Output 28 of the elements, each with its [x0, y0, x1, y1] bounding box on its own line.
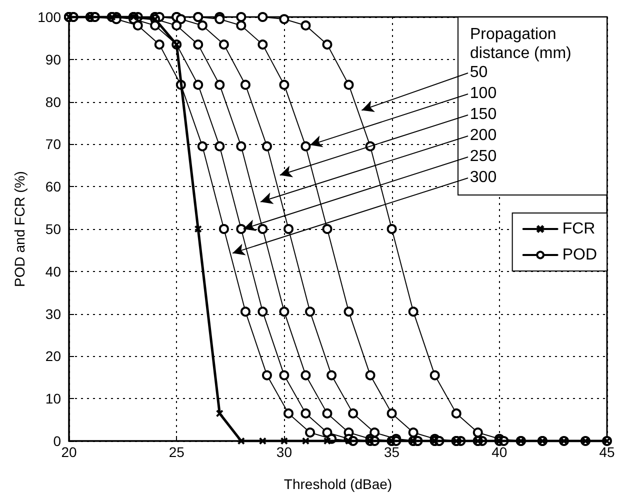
legend-label: FCR [562, 220, 596, 238]
annotation: 200 [470, 126, 497, 144]
y-tick-label: 80 [45, 94, 62, 110]
x-tick-label: 35 [384, 444, 400, 460]
legend-label: POD [562, 246, 597, 264]
y-axis-title: POD and FCR (%) [12, 171, 28, 287]
x-tick-label: 30 [276, 444, 292, 460]
x-tick-label: 20 [61, 444, 77, 460]
x-axis-title: Threshold (dBae) [284, 476, 392, 492]
y-tick-label: 70 [45, 136, 62, 152]
y-tick-label: 90 [45, 51, 62, 68]
annotation: 300 [470, 168, 497, 186]
y-tick-label: 0 [53, 433, 62, 449]
annotation: Propagation distance (mm) [470, 26, 572, 62]
annotation: 250 [470, 148, 497, 165]
annotation: 100 [470, 84, 497, 102]
annotation: 150 [470, 106, 497, 123]
y-tick-label: 20 [45, 348, 62, 364]
y-tick-label: 40 [45, 263, 62, 280]
x-tick-label: 45 [599, 444, 615, 460]
y-tick-label: 30 [45, 306, 62, 322]
x-tick-label: 25 [168, 444, 185, 460]
y-tick-label: 10 [45, 390, 62, 407]
y-tick-label: 50 [45, 221, 62, 237]
y-tick-label: 60 [45, 178, 62, 195]
x-tick-label: 40 [492, 444, 508, 460]
annotation: 50 [470, 64, 488, 81]
y-tick-label: 100 [38, 9, 62, 25]
